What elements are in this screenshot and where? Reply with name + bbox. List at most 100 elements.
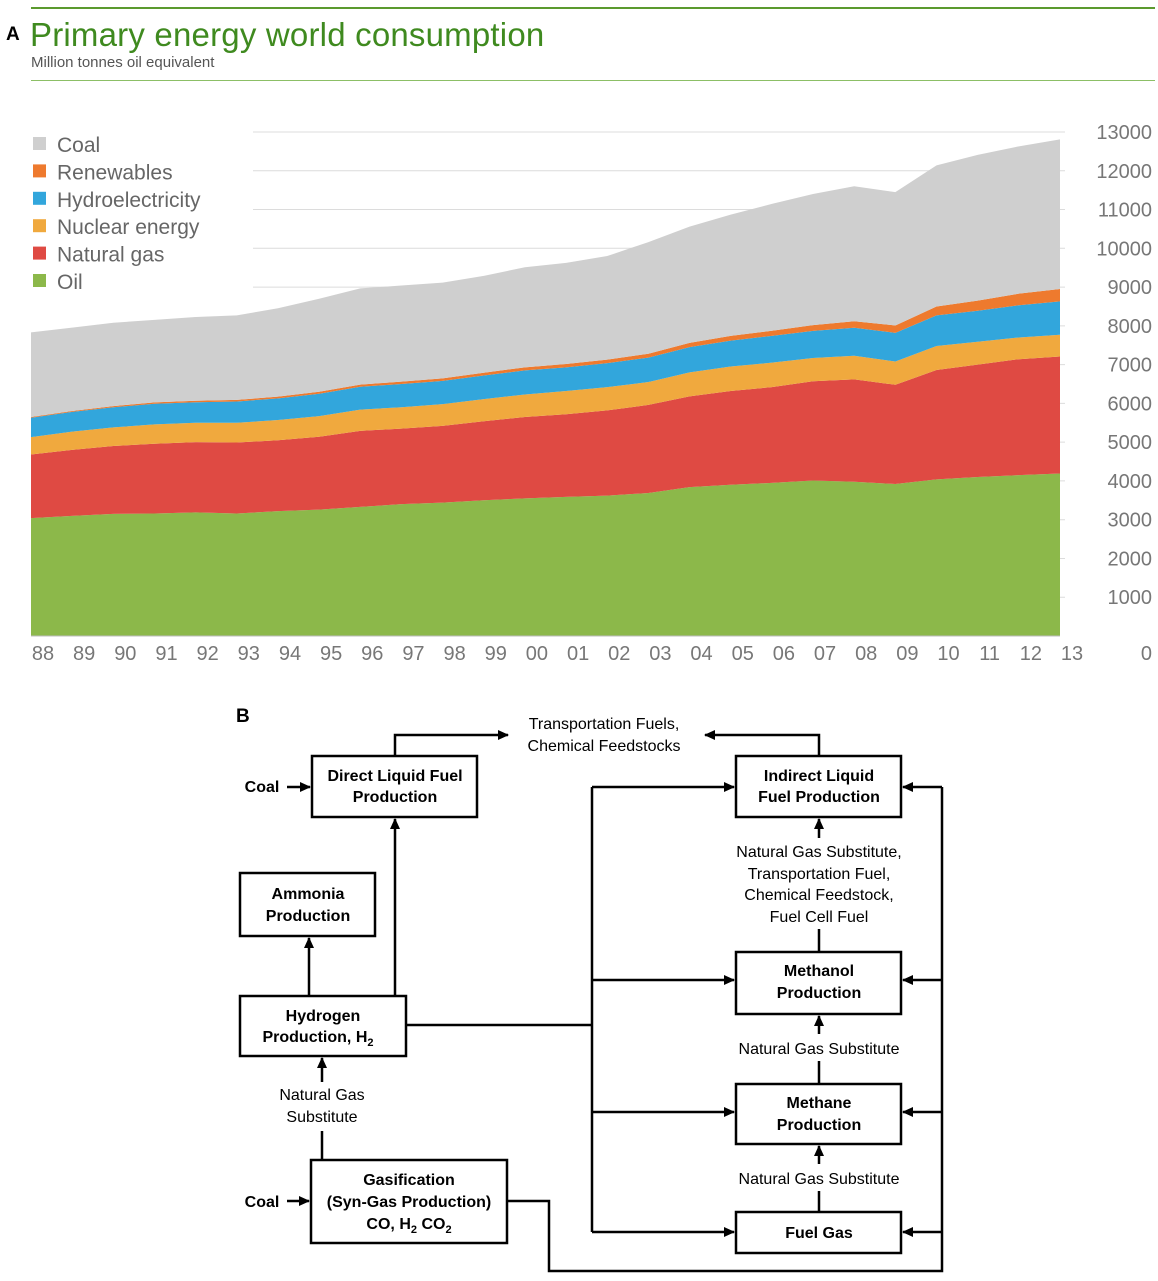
methane-box xyxy=(734,1082,903,1146)
legend-label-coal: Coal xyxy=(57,134,100,157)
x-tick-09: 09 xyxy=(896,643,918,665)
ngs-methanol-label: Natural Gas Substitute xyxy=(739,1041,900,1058)
x-tick-98: 98 xyxy=(443,643,465,665)
y-tick-9000: 9000 xyxy=(1108,277,1153,299)
gasification-line1: Gasification xyxy=(363,1172,455,1189)
x-tick-04: 04 xyxy=(690,643,712,665)
y-tick-2000: 2000 xyxy=(1108,548,1153,570)
gasification-to-right-trunk-line xyxy=(507,787,944,1273)
legend-label-oil: Oil xyxy=(57,271,83,294)
x-tick-97: 97 xyxy=(402,643,424,665)
area-chart: 0100020003000400050006000700080009000100… xyxy=(31,122,1153,665)
ngs-hydrogen-line1: Natural Gas xyxy=(279,1087,364,1104)
legend-swatch-renewables xyxy=(33,164,46,178)
gasification-box xyxy=(309,1158,509,1245)
indirect-to-transport-arrow xyxy=(704,730,821,756)
legend-label-hydroelectricity: Hydroelectricity xyxy=(57,189,201,212)
indirect-liquid-fuel-box xyxy=(734,754,903,819)
legend-label-natural-gas: Natural gas xyxy=(57,244,164,267)
chart-subtitle: Million tonnes oil equivalent xyxy=(31,54,215,71)
direct-liquid-line1: Direct Liquid Fuel xyxy=(327,768,462,785)
title-bottom-rule xyxy=(31,80,1155,81)
methane-line2: Production xyxy=(777,1117,861,1134)
methanol-line1: Methanol xyxy=(784,963,854,980)
legend-label-renewables: Renewables xyxy=(57,161,173,184)
direct-to-transport-arrow xyxy=(393,730,509,756)
area-natural-gas xyxy=(31,356,1060,519)
direct-liquid-line2: Production xyxy=(353,789,437,806)
x-tick-94: 94 xyxy=(279,643,301,665)
direct-liquid-fuel-box xyxy=(310,754,479,819)
ngs-methane-label: Natural Gas Substitute xyxy=(739,1171,900,1188)
area-coal xyxy=(31,139,1060,417)
legend-swatch-coal xyxy=(33,137,46,150)
stacked-areas xyxy=(31,139,1060,637)
indirect-products-line2: Transportation Fuel, xyxy=(748,866,891,883)
y-tick-10000: 10000 xyxy=(1096,238,1152,260)
ammonia-box xyxy=(238,871,377,938)
x-tick-90: 90 xyxy=(114,643,136,665)
y-tick-12000: 12000 xyxy=(1096,161,1152,183)
x-tick-07: 07 xyxy=(814,643,836,665)
panel-b-label: B xyxy=(236,706,250,727)
y-tick-3000: 3000 xyxy=(1108,510,1153,532)
x-tick-06: 06 xyxy=(773,643,795,665)
x-axis-ticks: 88 89 90 91 92 93 94 95 96 97 98 99 00 01 02 03 04 05 06 07… xyxy=(32,643,1083,665)
ammonia-line2: Production xyxy=(266,908,350,925)
legend-swatch-natural-gas xyxy=(33,246,46,260)
coal-top-label: Coal xyxy=(245,779,280,796)
hydrogen-line2: Production, H2 xyxy=(262,1029,373,1049)
gasification-line3-a: CO, H xyxy=(366,1216,410,1233)
legend-swatch-hydroelectricity xyxy=(33,191,46,205)
x-tick-02: 02 xyxy=(608,643,630,665)
methanol-box xyxy=(734,950,903,1016)
gasification-sub1: 2 xyxy=(411,1224,417,1236)
transport-line2: Chemical Feedstocks xyxy=(528,738,681,755)
x-tick-93: 93 xyxy=(238,643,260,665)
y-tick-1000: 1000 xyxy=(1108,587,1153,609)
area-hydroelectricity xyxy=(31,301,1060,438)
fuel-gas-label: Fuel Gas xyxy=(785,1225,853,1242)
area-oil xyxy=(31,473,1060,636)
indirect-products-line4: Fuel Cell Fuel xyxy=(770,909,869,926)
panel-a-label: A xyxy=(6,24,20,45)
legend-label-nuclear-energy: Nuclear energy xyxy=(57,216,200,239)
hydrogen-line2-main: Production, H xyxy=(262,1029,367,1046)
gasification-line2: (Syn-Gas Production) xyxy=(327,1194,491,1211)
x-tick-08: 08 xyxy=(855,643,877,665)
area-renewables xyxy=(31,289,1060,418)
y-tick-6000: 6000 xyxy=(1108,393,1153,415)
x-tick-00: 00 xyxy=(526,643,548,665)
legend: Coal Renewables Hydroelectricity Nuclear en… xyxy=(33,134,201,294)
gasification-line3: CO, H2 CO2 xyxy=(366,1216,451,1236)
y-tick-11000: 11000 xyxy=(1098,200,1152,222)
legend-swatch-oil xyxy=(33,274,46,287)
methanol-line2: Production xyxy=(777,985,861,1002)
x-tick-96: 96 xyxy=(361,643,383,665)
chart-title: Primary energy world consumption xyxy=(30,16,545,53)
x-tick-13: 13 xyxy=(1061,643,1083,665)
y-tick-5000: 5000 xyxy=(1108,432,1153,454)
y-tick-4000: 4000 xyxy=(1108,471,1153,493)
x-tick-11: 11 xyxy=(979,643,1000,665)
x-tick-03: 03 xyxy=(649,643,671,665)
x-tick-10: 10 xyxy=(937,643,959,665)
indirect-liquid-line2: Fuel Production xyxy=(758,789,880,806)
y-tick-0: 0 xyxy=(1141,643,1152,665)
x-tick-89: 89 xyxy=(73,643,95,665)
legend-swatch-nuclear-energy xyxy=(33,219,46,233)
x-tick-95: 95 xyxy=(320,643,342,665)
title-top-rule xyxy=(31,7,1155,9)
x-tick-05: 05 xyxy=(732,643,754,665)
area-nuclear-energy xyxy=(31,334,1060,455)
gasification-line3-b: CO xyxy=(417,1216,445,1233)
indirect-products-line3: Chemical Feedstock, xyxy=(744,887,893,904)
indirect-products-line1: Natural Gas Substitute, xyxy=(736,844,901,861)
hydrogen-box xyxy=(238,994,408,1058)
indirect-liquid-line1: Indirect Liquid xyxy=(764,768,874,785)
hydrogen-line1: Hydrogen xyxy=(286,1008,361,1025)
ammonia-line1: Ammonia xyxy=(272,886,345,903)
x-tick-01: 01 xyxy=(567,643,589,665)
x-tick-88: 88 xyxy=(32,643,54,665)
